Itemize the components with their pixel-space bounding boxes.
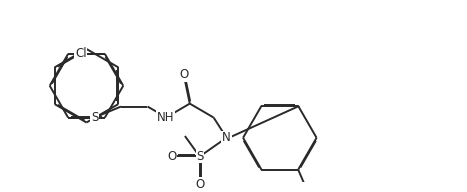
Text: S: S [196,150,204,163]
Text: O: O [180,68,189,81]
Text: Cl: Cl [75,47,87,60]
Text: O: O [167,150,177,163]
Text: NH: NH [157,111,175,124]
Text: S: S [91,111,98,124]
Text: N: N [222,131,231,144]
Text: O: O [195,178,205,191]
